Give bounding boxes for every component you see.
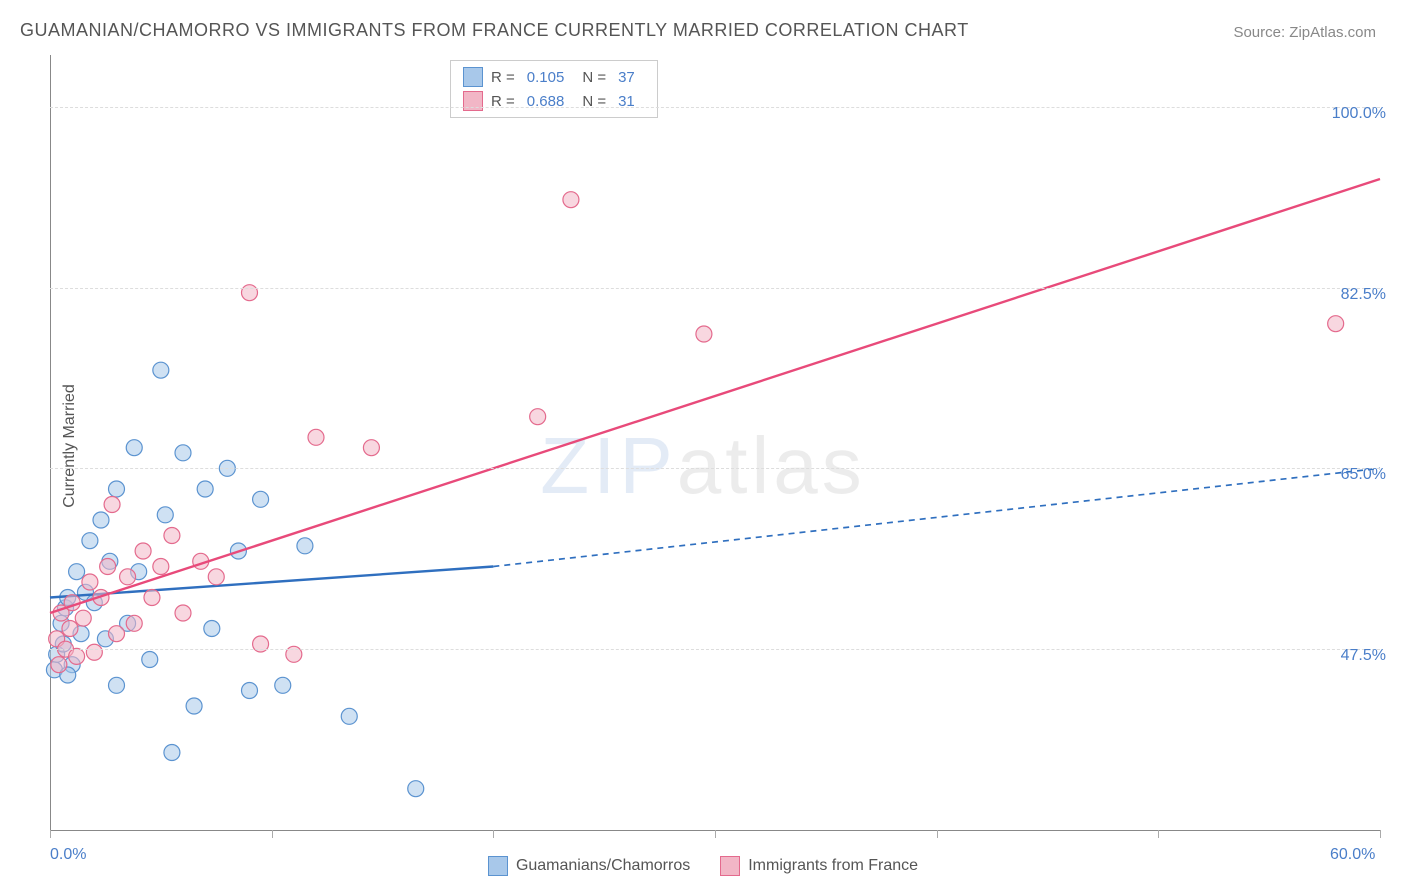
grid-line-h bbox=[50, 107, 1380, 108]
data-point bbox=[164, 528, 180, 544]
x-tick-label: 60.0% bbox=[1330, 846, 1375, 864]
grid-line-h bbox=[50, 288, 1380, 289]
source-label: Source: ZipAtlas.com bbox=[1233, 24, 1376, 41]
data-point bbox=[144, 590, 160, 606]
data-point bbox=[696, 326, 712, 342]
data-point bbox=[82, 574, 98, 590]
regression-line bbox=[50, 567, 493, 598]
data-point bbox=[197, 481, 213, 497]
data-point bbox=[1328, 316, 1344, 332]
data-point bbox=[253, 491, 269, 507]
legend-stat-row: R =0.688N =31 bbox=[463, 89, 645, 113]
data-point bbox=[126, 440, 142, 456]
x-tick bbox=[493, 830, 494, 838]
data-point bbox=[120, 569, 136, 585]
data-point bbox=[204, 621, 220, 637]
data-point bbox=[208, 569, 224, 585]
data-point bbox=[186, 698, 202, 714]
data-point bbox=[135, 543, 151, 559]
data-point bbox=[175, 605, 191, 621]
data-point bbox=[62, 621, 78, 637]
data-point bbox=[104, 497, 120, 513]
grid-line-h bbox=[50, 649, 1380, 650]
x-tick bbox=[50, 830, 51, 838]
regression-line bbox=[50, 179, 1380, 613]
data-point bbox=[109, 677, 125, 693]
data-point bbox=[563, 192, 579, 208]
legend-series-item: Guamanians/Chamorros bbox=[488, 856, 690, 876]
data-point bbox=[86, 644, 102, 660]
data-point bbox=[126, 615, 142, 631]
data-point bbox=[157, 507, 173, 523]
x-tick bbox=[1380, 830, 1381, 838]
regression-line-dashed bbox=[493, 468, 1380, 566]
x-tick bbox=[715, 830, 716, 838]
legend-stats: R = 0.105 N = 37 R =0.688N =31 bbox=[450, 60, 658, 118]
legend-r-label: R = bbox=[491, 69, 515, 86]
legend-n-value: 37 bbox=[618, 69, 635, 86]
data-point bbox=[308, 429, 324, 445]
data-point bbox=[109, 481, 125, 497]
legend-swatch bbox=[488, 856, 508, 876]
data-point bbox=[275, 677, 291, 693]
x-tick bbox=[272, 830, 273, 838]
data-point bbox=[93, 512, 109, 528]
x-tick bbox=[937, 830, 938, 838]
legend-series-label: Immigrants from France bbox=[748, 857, 918, 875]
data-point bbox=[297, 538, 313, 554]
legend-r-value: 0.105 bbox=[527, 69, 565, 86]
data-point bbox=[109, 626, 125, 642]
data-point bbox=[51, 657, 67, 673]
data-point bbox=[69, 648, 85, 664]
y-tick-label: 47.5% bbox=[1306, 647, 1386, 665]
grid-line-h bbox=[50, 468, 1380, 469]
data-point bbox=[100, 559, 116, 575]
data-point bbox=[341, 708, 357, 724]
data-point bbox=[242, 683, 258, 699]
data-point bbox=[363, 440, 379, 456]
data-point bbox=[164, 745, 180, 761]
data-point bbox=[408, 781, 424, 797]
data-point bbox=[75, 610, 91, 626]
y-tick-label: 65.0% bbox=[1306, 466, 1386, 484]
data-point bbox=[175, 445, 191, 461]
data-point bbox=[530, 409, 546, 425]
data-point bbox=[153, 362, 169, 378]
legend-n-label: N = bbox=[582, 69, 606, 86]
legend-series: Guamanians/Chamorros Immigrants from Fran… bbox=[0, 856, 1406, 876]
x-tick-label: 0.0% bbox=[50, 846, 86, 864]
data-point bbox=[153, 559, 169, 575]
legend-series-item: Immigrants from France bbox=[720, 856, 918, 876]
legend-swatch bbox=[720, 856, 740, 876]
data-point bbox=[69, 564, 85, 580]
y-tick-label: 100.0% bbox=[1306, 105, 1386, 123]
x-tick bbox=[1158, 830, 1159, 838]
legend-swatch bbox=[463, 67, 483, 87]
data-point bbox=[142, 652, 158, 668]
legend-stat-row: R = 0.105 N = 37 bbox=[463, 65, 645, 89]
legend-series-label: Guamanians/Chamorros bbox=[516, 857, 690, 875]
y-tick-label: 82.5% bbox=[1306, 286, 1386, 304]
chart-title: GUAMANIAN/CHAMORRO VS IMMIGRANTS FROM FR… bbox=[20, 20, 969, 41]
chart-svg bbox=[50, 55, 1380, 830]
data-point bbox=[82, 533, 98, 549]
legend-swatch bbox=[463, 91, 483, 111]
